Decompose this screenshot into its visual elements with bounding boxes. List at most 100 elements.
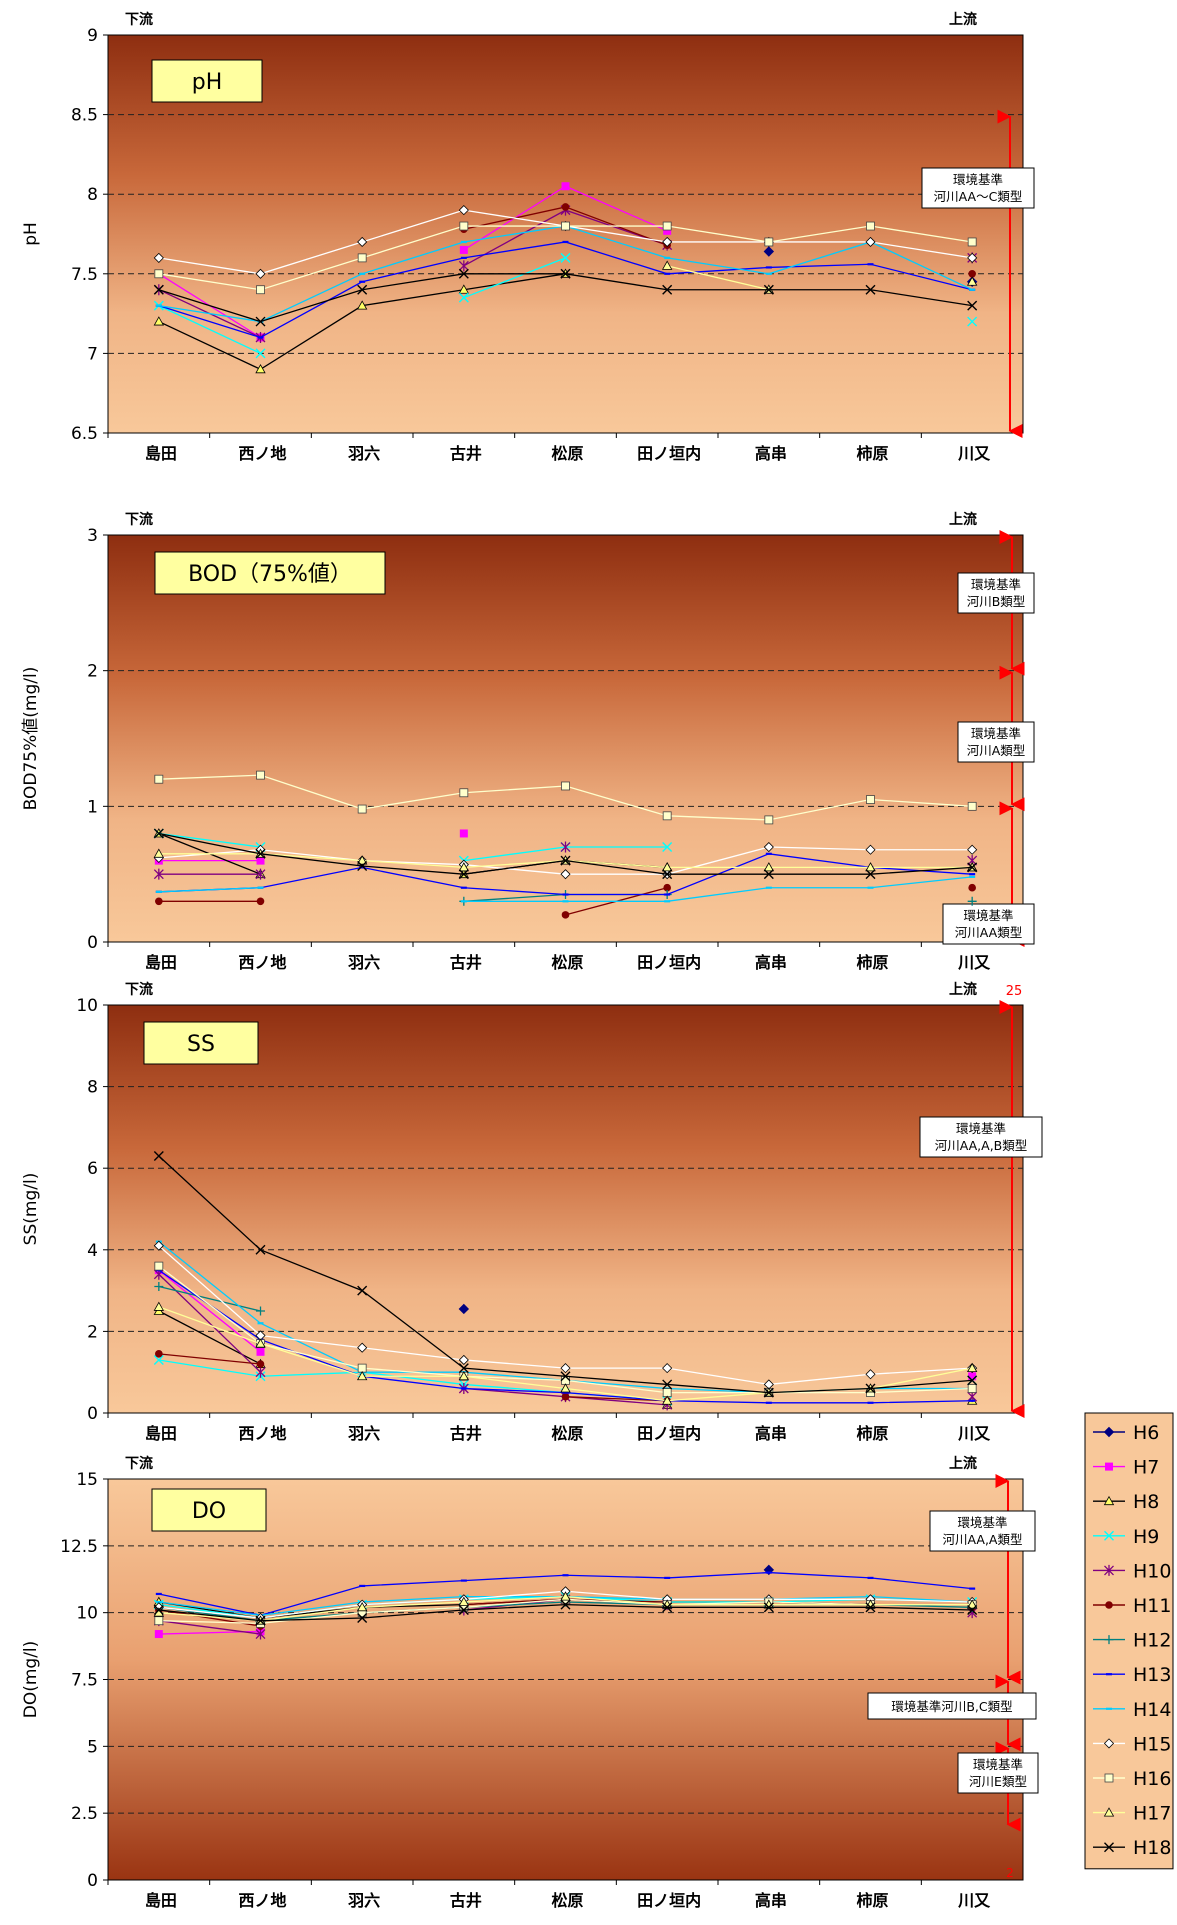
- data-point: [763, 862, 775, 872]
- series-line: [158, 1285, 261, 1312]
- y-tick-label: 7.5: [71, 265, 98, 285]
- standard-label: 河川AA～C類型: [934, 189, 1023, 204]
- legend-label: H16: [1133, 1768, 1171, 1790]
- series-H14: [155, 875, 976, 903]
- x-tick-label: 西ノ地: [238, 1424, 286, 1443]
- data-point: [560, 268, 571, 279]
- data-point: [255, 316, 266, 327]
- data-point: [662, 1379, 673, 1390]
- data-point: [255, 1338, 266, 1348]
- legend-label: H9: [1133, 1526, 1159, 1548]
- standard-label: 環境基準: [957, 1515, 1007, 1530]
- data-point: [255, 1628, 266, 1640]
- series-H13: [155, 1571, 976, 1617]
- data-point: [662, 1363, 673, 1374]
- y-tick-label: 6.5: [71, 424, 98, 444]
- chart-title: pH: [192, 70, 223, 95]
- chart-title-box: [143, 1021, 259, 1065]
- x-tick-label: 羽六: [348, 953, 380, 972]
- data-point: [459, 788, 469, 798]
- downstream-label: 下流: [125, 511, 153, 528]
- data-point: [662, 221, 672, 231]
- data-point: [357, 1342, 368, 1353]
- data-point: [763, 841, 774, 853]
- y-tick-label: 15: [76, 1470, 98, 1490]
- data-point: [561, 1392, 570, 1401]
- data-point: [662, 842, 673, 853]
- x-tick-label: 松原: [551, 1424, 583, 1443]
- legend-marker: [1104, 1564, 1114, 1576]
- data-point: [357, 284, 368, 295]
- data-point: [967, 1604, 978, 1615]
- series-H17: [661, 260, 978, 294]
- x-tick-label: 川又: [957, 953, 991, 972]
- legend-label: H11: [1133, 1595, 1171, 1617]
- x-tick-label: 柿原: [856, 444, 888, 463]
- chart-panel-2: 0 1 2 3 島田 西ノ地 羽六 古井 松原 田ノ垣内 高串 柿原 川又 下流 上流 BOD75%値(mg/…: [21, 511, 1035, 972]
- data-point: [357, 861, 368, 872]
- data-point: [561, 203, 570, 211]
- legend-marker: [1104, 1530, 1114, 1541]
- x-tick-label: 羽六: [348, 1424, 380, 1443]
- data-point: [256, 1306, 265, 1316]
- chart-title: BOD（75%値）: [188, 562, 352, 587]
- data-point: [560, 855, 571, 866]
- data-point: [865, 862, 876, 872]
- downstream-label: 下流: [125, 981, 153, 998]
- axis-note: 2: [1006, 1866, 1014, 1880]
- y-tick-label: 7.5: [71, 1671, 98, 1691]
- data-point: [865, 1383, 876, 1394]
- data-point: [967, 252, 978, 263]
- standard-label-box: [919, 1116, 1043, 1158]
- chart-title-box: [151, 1488, 267, 1532]
- data-point: [865, 1369, 876, 1380]
- series-H18: [153, 1150, 978, 1398]
- data-point: [561, 1375, 570, 1385]
- x-tick-label: 高串: [755, 1891, 787, 1910]
- standard-label: 河川AA,A類型: [943, 1532, 1023, 1547]
- data-point: [153, 848, 165, 858]
- x-tick-label: 柿原: [856, 1424, 888, 1443]
- x-tick-label: 川又: [957, 444, 991, 463]
- chart-panel-4: 0 2.5 5 7.5 10 12.5 15 島田 西ノ地 羽六 古井 松原 田ノ垣内 高串 柿原 川又 下流 上…: [21, 1455, 1039, 1910]
- legend-marker: [1104, 1635, 1114, 1645]
- legend-label: H15: [1133, 1733, 1171, 1755]
- data-point: [255, 348, 266, 359]
- x-tick-label: 川又: [957, 1424, 991, 1443]
- standard-label-box: [942, 903, 1035, 945]
- legend-item-H10: H10: [1093, 1560, 1171, 1582]
- data-point: [154, 1261, 164, 1271]
- standard-label: 環境基準河川B,C類型: [891, 1699, 1012, 1714]
- data-point: [560, 252, 571, 263]
- y-tick-label: 8.5: [71, 106, 98, 126]
- data-point: [458, 1354, 469, 1366]
- chart-title-box: [154, 551, 386, 595]
- legend-item-H13: H13: [1093, 1664, 1171, 1686]
- y-tick-label: 0: [87, 1871, 98, 1891]
- data-point: [458, 862, 470, 872]
- legend-label: H13: [1133, 1664, 1171, 1686]
- data-point: [763, 284, 774, 295]
- series-line: [158, 1620, 261, 1635]
- x-tick-label: 田ノ垣内: [637, 1424, 701, 1443]
- series-H18: [153, 268, 978, 327]
- series-line: [158, 887, 261, 893]
- data-point: [153, 1604, 164, 1615]
- data-point: [560, 1383, 571, 1393]
- series-H12: [154, 1282, 265, 1316]
- data-point: [458, 869, 469, 880]
- x-tick-label: 西ノ地: [238, 953, 286, 972]
- legend-item-H6: H6: [1093, 1422, 1159, 1444]
- upstream-label: 上流: [949, 511, 977, 528]
- data-point: [967, 300, 978, 311]
- data-point: [153, 252, 164, 263]
- y-tick-label: 5: [87, 1737, 98, 1757]
- data-point: [560, 1363, 571, 1374]
- x-tick-label: 高串: [755, 1424, 787, 1443]
- data-point: [458, 1604, 469, 1615]
- data-point: [153, 1150, 164, 1161]
- x-tick-label: 西ノ地: [238, 1891, 286, 1910]
- data-point: [255, 1615, 266, 1626]
- data-point: [662, 236, 673, 248]
